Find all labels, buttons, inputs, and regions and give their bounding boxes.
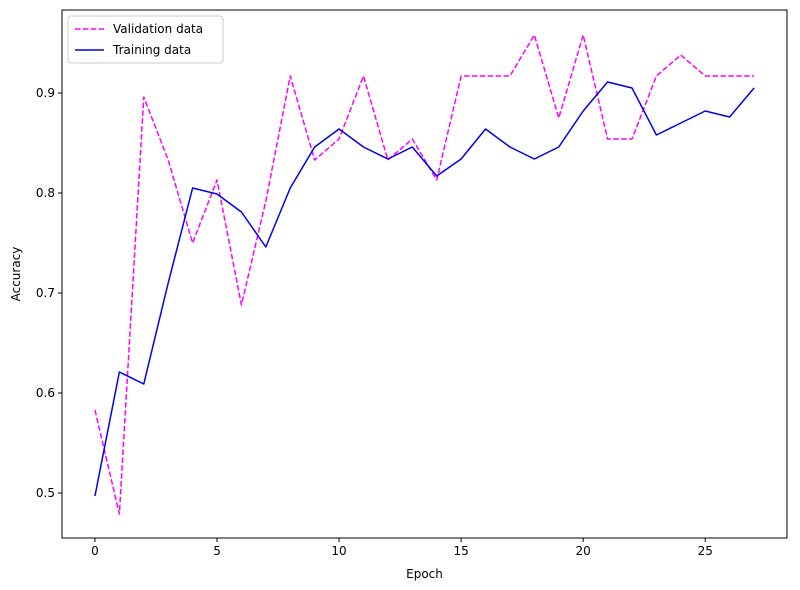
series-line-validation-data — [94, 34, 755, 515]
x-tick-label: 0 — [91, 544, 99, 558]
plot-area — [61, 9, 788, 539]
series-line-training-data — [94, 81, 755, 497]
x-axis-label: Epoch — [406, 567, 443, 581]
y-axis-ticks: 0.5 0.6 0.7 0.8 0.9 — [36, 86, 62, 500]
x-tick-label: 10 — [331, 544, 346, 558]
legend: Validation data Training data — [67, 15, 224, 64]
legend-label-training-data: Training data — [112, 43, 191, 57]
plot-frame — [61, 9, 788, 539]
x-tick-label: 5 — [213, 544, 221, 558]
y-tick-label: 0.5 — [36, 486, 55, 500]
y-tick-label: 0.8 — [36, 186, 55, 200]
x-tick-label: 20 — [576, 544, 591, 558]
legend-label-validation-data: Validation data — [113, 22, 203, 36]
legend-box — [67, 15, 224, 64]
x-axis-ticks: 0 5 10 15 20 25 — [91, 538, 713, 558]
y-axis-label: Accuracy — [9, 247, 23, 302]
y-tick-label: 0.6 — [36, 386, 55, 400]
y-tick-label: 0.9 — [36, 86, 55, 100]
series-layer — [94, 34, 755, 515]
y-tick-label: 0.7 — [36, 286, 55, 300]
x-tick-label: 15 — [453, 544, 468, 558]
x-tick-label: 25 — [698, 544, 713, 558]
